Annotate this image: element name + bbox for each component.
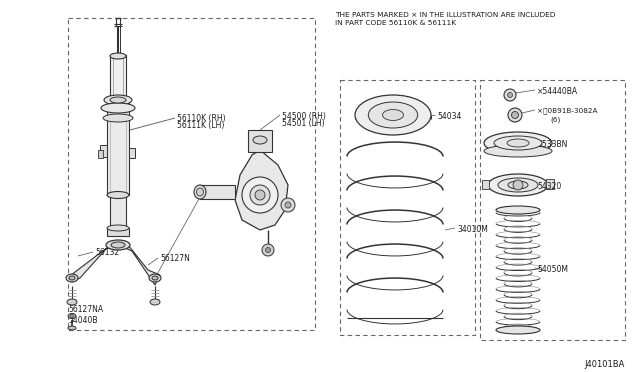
Ellipse shape <box>68 326 76 330</box>
Circle shape <box>281 198 295 212</box>
Bar <box>107 100 129 195</box>
Circle shape <box>262 244 274 256</box>
Polygon shape <box>235 150 288 230</box>
Text: 34010M: 34010M <box>457 225 488 234</box>
Ellipse shape <box>355 95 431 135</box>
Text: 5533BN: 5533BN <box>537 140 568 149</box>
Ellipse shape <box>150 299 160 305</box>
Circle shape <box>250 185 270 205</box>
Text: 56132: 56132 <box>95 248 119 257</box>
Text: 56127NA: 56127NA <box>68 305 103 314</box>
Ellipse shape <box>68 314 76 318</box>
Text: 56111K (LH): 56111K (LH) <box>177 121 225 130</box>
Ellipse shape <box>110 53 126 59</box>
Ellipse shape <box>101 103 135 113</box>
Bar <box>107 228 129 236</box>
Text: IN PART CODE 56110K & 56111K: IN PART CODE 56110K & 56111K <box>335 20 456 26</box>
Ellipse shape <box>110 97 126 103</box>
Ellipse shape <box>496 206 540 214</box>
Text: J40101BA: J40101BA <box>584 360 625 369</box>
Bar <box>200 185 235 199</box>
Ellipse shape <box>253 136 267 144</box>
Circle shape <box>266 247 271 253</box>
Text: 54050M: 54050M <box>537 265 568 274</box>
Circle shape <box>285 202 291 208</box>
Circle shape <box>504 89 516 101</box>
Text: ×54440BA: ×54440BA <box>537 87 578 96</box>
Text: 54501 (LH): 54501 (LH) <box>282 119 324 128</box>
Ellipse shape <box>484 145 552 157</box>
Bar <box>248 130 272 152</box>
Text: (6): (6) <box>550 116 560 122</box>
Polygon shape <box>68 247 113 282</box>
Ellipse shape <box>196 188 204 196</box>
Ellipse shape <box>498 178 538 192</box>
Ellipse shape <box>107 225 129 231</box>
Ellipse shape <box>104 95 132 105</box>
Ellipse shape <box>111 242 125 248</box>
Text: 54040B: 54040B <box>68 316 97 325</box>
Bar <box>110 55 126 100</box>
Ellipse shape <box>66 274 78 282</box>
Polygon shape <box>123 245 160 285</box>
Bar <box>129 148 135 158</box>
Ellipse shape <box>149 274 161 282</box>
Bar <box>98 150 103 158</box>
Bar <box>110 195 126 230</box>
Ellipse shape <box>508 181 528 189</box>
Ellipse shape <box>152 276 158 280</box>
Text: 56127N: 56127N <box>160 254 190 263</box>
Ellipse shape <box>194 185 206 199</box>
Circle shape <box>508 108 522 122</box>
Text: THE PARTS MARKED × IN THE ILLUSTRATION ARE INCLUDED: THE PARTS MARKED × IN THE ILLUSTRATION A… <box>335 12 556 18</box>
Ellipse shape <box>494 136 542 150</box>
Text: 54500 (RH): 54500 (RH) <box>282 112 326 121</box>
Circle shape <box>242 177 278 213</box>
Ellipse shape <box>383 109 403 121</box>
Ellipse shape <box>488 174 548 196</box>
Ellipse shape <box>368 102 418 128</box>
Text: ×ⓝ0B91B-3082A: ×ⓝ0B91B-3082A <box>537 107 598 113</box>
Text: 56110K (RH): 56110K (RH) <box>177 114 226 123</box>
Ellipse shape <box>70 314 74 317</box>
Ellipse shape <box>103 114 133 122</box>
Circle shape <box>255 190 265 200</box>
Ellipse shape <box>107 192 129 199</box>
Bar <box>482 180 489 189</box>
Text: 54320: 54320 <box>537 182 561 191</box>
Bar <box>100 145 107 157</box>
Ellipse shape <box>67 299 77 305</box>
Ellipse shape <box>507 139 529 147</box>
Ellipse shape <box>106 240 130 250</box>
Circle shape <box>513 180 523 190</box>
Ellipse shape <box>484 132 552 154</box>
Text: 54034: 54034 <box>437 112 461 121</box>
Circle shape <box>508 93 513 97</box>
Ellipse shape <box>69 276 75 280</box>
Bar <box>546 179 554 189</box>
Circle shape <box>511 112 518 119</box>
Ellipse shape <box>496 326 540 334</box>
